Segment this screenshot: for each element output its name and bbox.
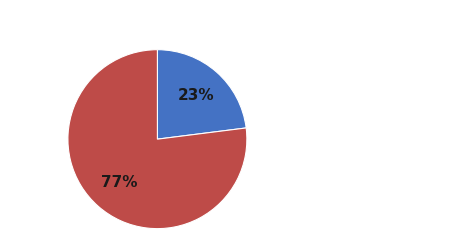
Wedge shape [68,50,247,229]
Text: 23%: 23% [178,88,214,103]
Text: 77%: 77% [101,175,137,190]
Legend: Total UCF, Total UCE: Total UCF, Total UCE [276,101,358,146]
Wedge shape [158,50,246,139]
